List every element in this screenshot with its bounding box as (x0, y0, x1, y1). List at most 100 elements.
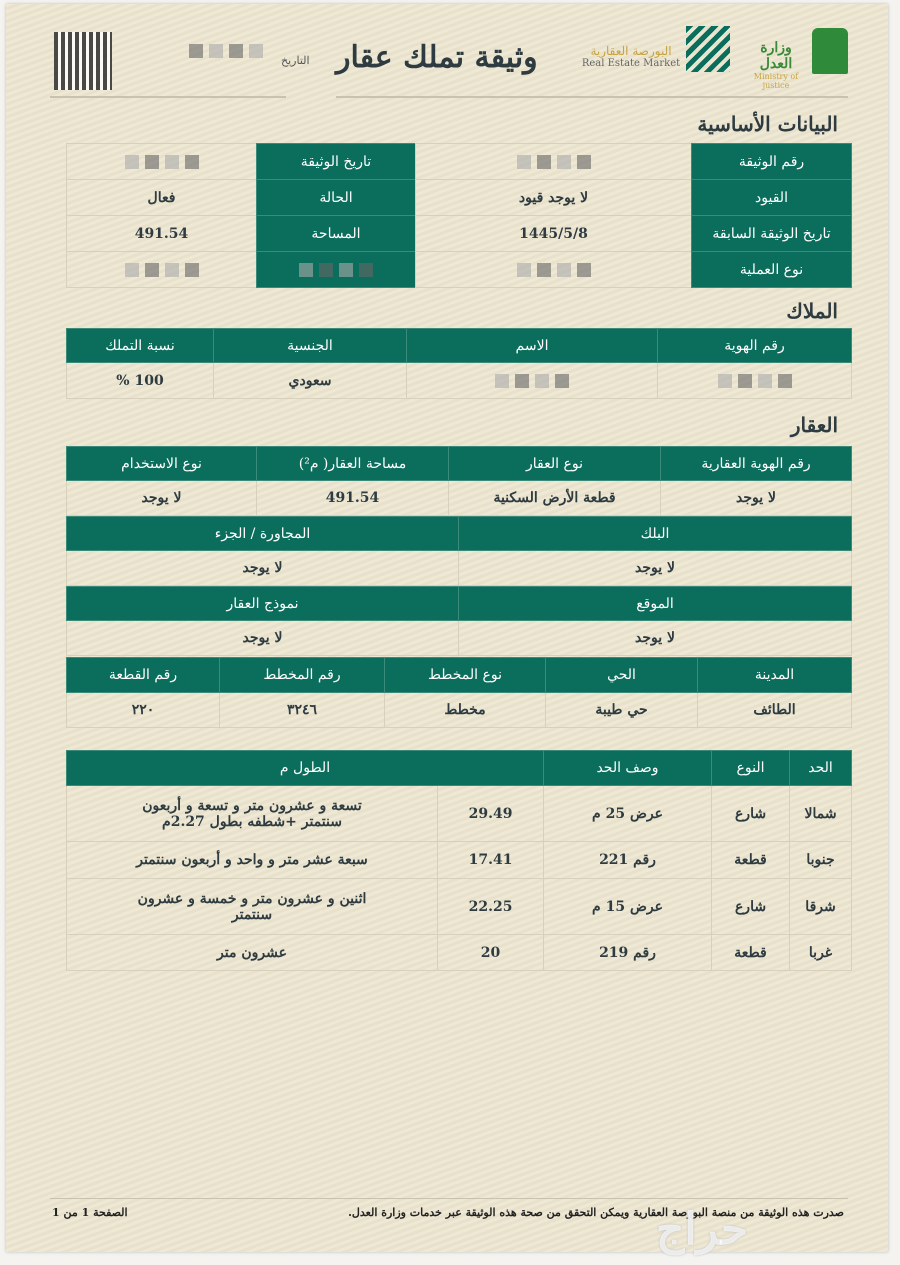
field-label: تاريخ الوثيقة السابقة (691, 215, 852, 252)
table-cell: شمالا (789, 785, 853, 842)
field-value: لا يوجد قيود (415, 179, 692, 216)
table-cell (657, 362, 852, 399)
ministry-of-justice-logo: وزارة العدل Ministry of justice (753, 40, 799, 90)
field-label: نوع العملية (691, 251, 852, 288)
header-row: الحد النوع وصف الحد الطول م (65, 750, 853, 786)
table-cell: حي طيبة (545, 692, 698, 728)
table-cell: مخطط (384, 692, 546, 728)
column-header: مساحة العقار( م²) (256, 446, 449, 481)
header-row: البلك المجاورة / الجزء (66, 516, 852, 551)
column-header: نموذج العقار (66, 586, 459, 621)
table-row: القيود لا يوجد قيود الحالة فعال (66, 179, 852, 216)
table-cell: سبعة عشر متر و واحد و أربعون سنتمتر (65, 841, 439, 879)
column-header: المدينة (697, 657, 852, 693)
table-cell: غربا (789, 934, 853, 971)
column-header: نوع العقار (448, 446, 661, 481)
table-cell: لا يوجد (458, 550, 852, 586)
property-table-2: البلك المجاورة / الجزء لا يوجد لا يوجد (66, 516, 852, 586)
column-header: رقم الهوية (657, 328, 852, 363)
column-header: نسبة التملك (66, 328, 214, 363)
boundary-row: جنوبا قطعة رقم 221 17.41 سبعة عشر متر و واحد… (65, 841, 853, 879)
header-row: رقم الهوية العقارية نوع العقار مساحة العقا… (66, 446, 852, 481)
field-value: 1445/5/8 (415, 215, 692, 252)
table-row: نوع العملية (66, 251, 852, 288)
table-row: سعودي 100 % (66, 362, 852, 399)
field-value (415, 251, 692, 288)
table-cell: 20 (437, 934, 545, 971)
table-cell: الطائف (697, 692, 852, 728)
table-cell: 17.41 (437, 841, 545, 879)
column-header: الجنسية (213, 328, 407, 363)
table-cell: قطعة الأرض السكنية (448, 480, 661, 516)
table-cell: 491.54 (256, 480, 449, 516)
table-cell: ٣٢٤٦ (219, 692, 385, 728)
table-cell: رقم 221 (543, 841, 713, 879)
table-cell: اثنين و عشرون متر و خمسة و عشرون سنتمتر (65, 878, 439, 935)
table-cell: شارع (711, 785, 791, 842)
column-header: نوع المخطط (384, 657, 546, 693)
redacted-block (186, 40, 266, 59)
deed-document: التاريخ وثيقة تملك عقار البورصة العقارية… (6, 4, 888, 1255)
column-header: وصف الحد (543, 750, 713, 786)
property-table-1: رقم الهوية العقارية نوع العقار مساحة العقا… (66, 446, 852, 516)
column-header: رقم المخطط (219, 657, 385, 693)
table-row: رقم الوثيقة تاريخ الوثيقة (66, 143, 852, 180)
header-row: الموقع نموذج العقار (66, 586, 852, 621)
qr-code (54, 32, 112, 90)
field-label: المساحة (256, 215, 416, 252)
header-row: المدينة الحي نوع المخطط رقم المخطط رقم القطع… (66, 657, 852, 693)
table-cell: جنوبا (789, 841, 853, 879)
column-header: الطول م (65, 750, 545, 786)
page-number: الصفحة 1 من 1 (52, 1206, 128, 1219)
column-header: الحي (545, 657, 698, 693)
real-estate-market-icon (686, 26, 730, 72)
table-cell: لا يوجد (458, 620, 852, 656)
table-cell: لا يوجد (66, 620, 459, 656)
column-header: المجاورة / الجزء (66, 516, 459, 551)
table-cell (406, 362, 658, 399)
section-title-owners: الملاك (786, 299, 838, 323)
table-cell: 22.25 (437, 878, 545, 935)
boundary-row: شرقا شارع عرض 15 م 22.25 اثنين و عشرون متر و… (65, 878, 853, 935)
table-row: لا يوجد لا يوجد (66, 550, 852, 586)
table-cell: لا يوجد (66, 550, 459, 586)
table-cell: رقم 219 (543, 934, 713, 971)
watermark: حراج (656, 1204, 749, 1255)
table-cell: 100 % (66, 362, 214, 399)
table-cell: شرقا (789, 878, 853, 935)
column-header: النوع (711, 750, 791, 786)
table-cell: قطعة (711, 934, 791, 971)
table-cell: تسعة و عشرون متر و تسعة و أربعون سنتمتر … (65, 785, 439, 842)
table-cell: سعودي (213, 362, 407, 399)
header-divider-left (50, 96, 286, 98)
field-label: القيود (691, 179, 852, 216)
field-label: تاريخ الوثيقة (256, 143, 416, 180)
real-estate-market-logo: البورصة العقارية Real Estate Market (581, 44, 681, 69)
field-value: 491.54 (66, 215, 257, 252)
column-header: الحد (789, 750, 853, 786)
table-row: الطائف حي طيبة مخطط ٣٢٤٦ ٢٢٠ (66, 692, 852, 728)
footer-note: صدرت هذه الوثيقة من منصة البورصة العقاري… (348, 1206, 844, 1219)
table-cell: عشرون متر (65, 934, 439, 971)
field-value (415, 143, 692, 180)
column-header: رقم الهوية العقارية (660, 446, 852, 481)
property-table-4: المدينة الحي نوع المخطط رقم المخطط رقم القطع… (66, 657, 852, 728)
section-title-property: العقار (790, 413, 838, 437)
table-cell: لا يوجد (660, 480, 852, 516)
basic-data-table: رقم الوثيقة تاريخ الوثيقة القيود لا يوجد قي… (66, 143, 852, 288)
table-cell: عرض 25 م (543, 785, 713, 842)
column-header: الموقع (458, 586, 852, 621)
column-header: الاسم (406, 328, 658, 363)
table-cell: لا يوجد (66, 480, 257, 516)
column-header: نوع الاستخدام (66, 446, 257, 481)
field-value (66, 143, 257, 180)
boundary-row: شمالا شارع عرض 25 م 29.49 تسعة و عشرون متر و… (65, 785, 853, 842)
property-table-3: الموقع نموذج العقار لا يوجد لا يوجد (66, 586, 852, 656)
column-header: رقم القطعة (66, 657, 220, 693)
column-header: البلك (458, 516, 852, 551)
page-title: وثيقة تملك عقار (336, 40, 538, 75)
table-cell: عرض 15 م (543, 878, 713, 935)
owners-table: رقم الهوية الاسم الجنسية نسبة التملك سعودي 10… (66, 328, 852, 399)
table-cell: قطعة (711, 841, 791, 879)
footer-divider (50, 1198, 848, 1199)
